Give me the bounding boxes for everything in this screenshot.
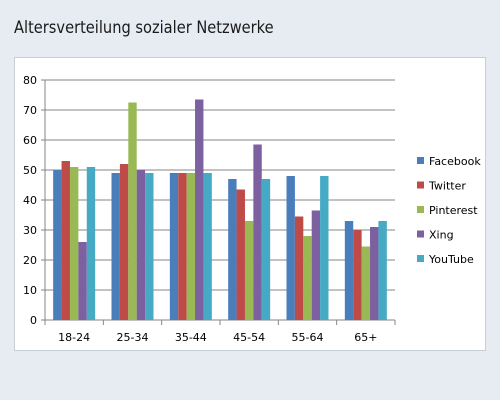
bar-xing-25-34 [136,170,146,320]
bar-pinterest-55-64 [303,236,312,320]
bar-youtube-25-34 [145,173,154,320]
bar-twitter-18-24 [61,161,70,320]
y-tick-label: 30 [23,224,37,237]
bar-youtube-35-44 [203,173,212,320]
bar-facebook-65+ [344,221,354,320]
bar-youtube-65+ [378,221,387,320]
bar-facebook-55-64 [286,176,295,320]
bar-pinterest-65+ [361,246,371,320]
legend-label-facebook: Facebook [429,155,481,168]
y-tick-label: 60 [23,134,37,147]
bar-pinterest-35-44 [186,173,196,320]
legend-swatch-xing [417,230,424,238]
legend-swatch-pinterest [417,206,424,213]
y-tick-label: 0 [30,314,37,327]
x-tick-label: 25-34 [117,331,149,344]
bar-pinterest-25-34 [128,102,137,320]
bar-twitter-35-44 [178,173,187,320]
bar-youtube-45-54 [261,179,271,320]
legend-label-pinterest: Pinterest [429,204,478,217]
x-tick-label: 18-24 [58,331,90,344]
bar-facebook-45-54 [228,179,237,320]
bar-xing-35-44 [195,99,204,320]
bar-youtube-18-24 [86,167,96,320]
bar-facebook-35-44 [169,173,179,320]
bar-twitter-55-64 [294,216,304,320]
bar-facebook-25-34 [111,173,120,320]
legend-swatch-facebook [417,157,424,164]
bar-chart: 0 10 20 30 40 50 60 70 80 18-24 25-34 35-44 45-54 55-… [23,74,481,344]
y-tick-label: 40 [23,194,37,207]
x-tick-label: 65+ [354,331,377,344]
bar-pinterest-45-54 [244,221,254,320]
bar-xing-65+ [370,227,379,320]
bar-xing-45-54 [253,144,262,320]
chart-panel: 0 10 20 30 40 50 60 70 80 18-24 25-34 35-44 45-54 55-… [14,57,486,351]
bar-facebook-18-24 [53,170,62,320]
bar-xing-55-64 [311,210,321,320]
y-tick-label: 10 [23,284,37,297]
y-tick-label: 80 [23,74,37,87]
legend-label-youtube: YouTube [428,253,474,266]
y-tick-label: 50 [23,164,37,177]
bar-twitter-45-54 [236,189,245,320]
legend-label-twitter: Twitter [428,180,466,193]
x-tick-label: 45-54 [233,331,265,344]
y-tick-label: 70 [23,104,37,117]
legend-swatch-twitter [417,181,424,189]
legend-label-xing: Xing [429,229,454,242]
bar-twitter-65+ [353,230,362,320]
legend-swatch-youtube [417,255,424,262]
chart-title: Altersverteilung sozialer Netzwerke [14,18,274,38]
bar-pinterest-18-24 [69,167,79,320]
bar-twitter-25-34 [119,164,129,320]
x-tick-label: 35-44 [175,331,207,344]
y-tick-label: 20 [23,254,37,267]
bar-youtube-55-64 [320,176,329,320]
bar-xing-18-24 [78,242,87,320]
x-tick-label: 55-64 [292,331,324,344]
